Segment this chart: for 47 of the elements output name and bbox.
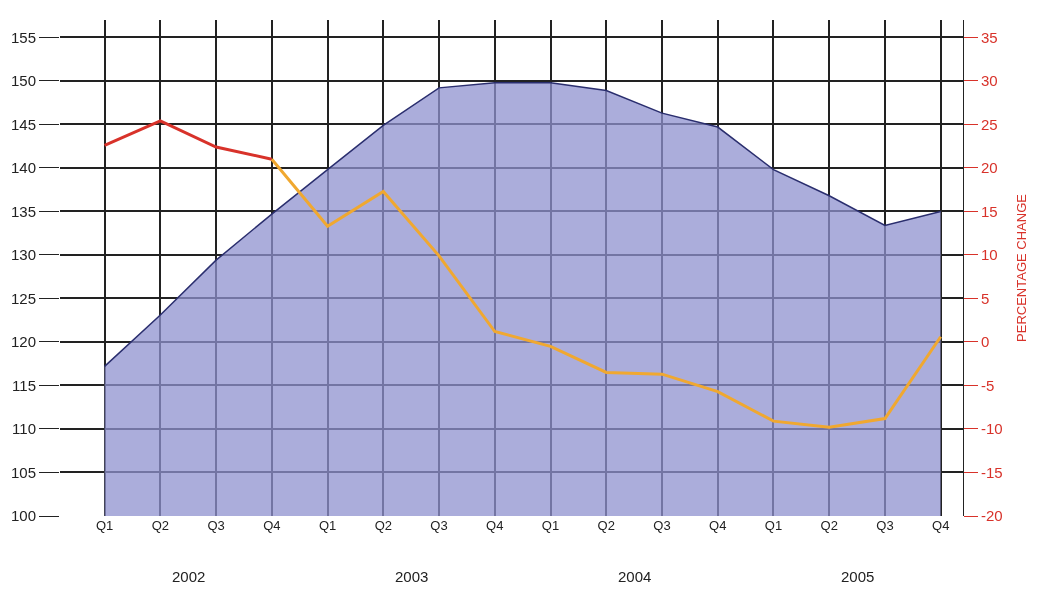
x-tick-label: Q2	[374, 518, 392, 533]
text: 2005	[841, 568, 875, 585]
y2-tick-label: 0	[981, 333, 990, 351]
x-tick-label: Q1	[541, 518, 560, 533]
y-tick-label: 155	[10, 28, 36, 46]
y2-tick-label: 5	[981, 289, 990, 307]
x-tick-label: Q4	[263, 518, 281, 533]
y-tick-label: 125	[10, 289, 36, 307]
y2-tick-label: 35	[981, 28, 998, 46]
y2-tick-label: -5	[981, 376, 995, 394]
y2-tick-label: 10	[981, 246, 998, 264]
line-series	[103, 119, 274, 161]
x-tick-label: Q4	[709, 518, 727, 533]
y2-tick-label: 30	[981, 72, 998, 90]
y2-tick-label: -15	[981, 463, 1003, 481]
x-tick-label: Q3	[876, 518, 894, 533]
y-tick-label: 100	[10, 507, 36, 525]
y2-tick-label: -20	[981, 507, 1003, 525]
x-tick-label: Q3	[207, 518, 225, 533]
y-tick-label: 135	[10, 202, 36, 220]
y2-tick-label: 25	[981, 115, 998, 133]
x-tick-label: Q1	[764, 518, 783, 533]
y2-axis-title: PERCENTAGE CHANGE	[1014, 193, 1030, 342]
y-tick-label: 140	[10, 159, 36, 177]
y-tick-label: 130	[10, 246, 36, 264]
text: 2004	[618, 568, 652, 585]
x-tick-label: Q3	[430, 518, 448, 533]
y-tick-label: 120	[10, 333, 36, 351]
y2-tick-label: -10	[981, 420, 1003, 438]
line-series	[270, 157, 943, 429]
x-tick-label: Q1	[318, 518, 337, 533]
x-tick-label: Q3	[653, 518, 671, 533]
x-tick-label: Q2	[597, 518, 615, 533]
y-tick-label: 115	[12, 376, 36, 394]
x-tick-label: Q4	[486, 518, 504, 533]
y2-tick-label: 20	[981, 159, 998, 177]
y-tick-label: 145	[10, 115, 36, 133]
x-tick-label: Q4	[932, 518, 950, 533]
text: 2002	[172, 568, 206, 585]
x-tick-label: Q2	[151, 518, 169, 533]
x-tick-label: Q2	[820, 518, 838, 533]
y-tick-label: 110	[12, 420, 36, 438]
y-tick-label: 150	[10, 72, 36, 90]
text: 2003	[395, 568, 429, 585]
y2-tick-label: 15	[981, 202, 998, 220]
y-tick-label: 105	[10, 463, 36, 481]
x-tick-label: Q1	[95, 518, 114, 533]
